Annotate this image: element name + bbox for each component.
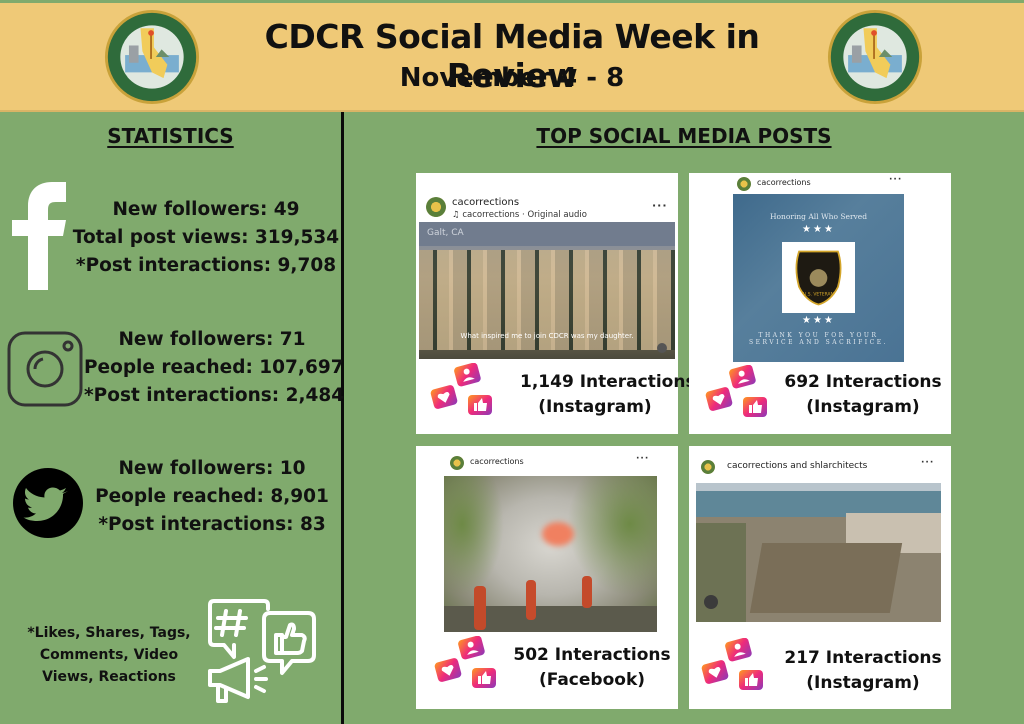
footnote-line: Comments, Video (39, 647, 179, 663)
post-card[interactable]: cacorrections and shlarchitects ··· 217 … (689, 446, 951, 709)
avatar (701, 460, 715, 474)
interaction-summary: 1,149 Interactions (Instagram) (520, 370, 696, 420)
video-caption: What inspired me to join CDCR was my dau… (460, 332, 634, 340)
instagram-new-followers: New followers: 71 (118, 329, 306, 350)
instagram-icon (7, 331, 83, 407)
post-username: cacorrections and shlarchitects (727, 461, 868, 471)
interaction-summary: 692 Interactions (Instagram) (783, 370, 943, 420)
post-username: cacorrections (452, 197, 520, 208)
more-options-icon[interactable]: ··· (921, 458, 935, 468)
twitter-stats: New followers: 10 People reached: 8,901 … (84, 455, 340, 539)
post-card[interactable]: cacorrections ··· Honoring All Who Serve… (689, 173, 951, 434)
tagged-user-icon[interactable] (704, 595, 718, 609)
post-image[interactable] (696, 483, 941, 622)
reactions-icon (430, 363, 492, 415)
interaction-count: 502 Interactions (513, 645, 671, 665)
instagram-people-reached: People reached: 107,697 (84, 357, 344, 378)
platform-label: (Instagram) (806, 673, 920, 693)
reactions-icon (701, 638, 763, 690)
more-options-icon[interactable]: ··· (889, 175, 903, 185)
footnote-line: Views, Reactions (42, 669, 176, 685)
avatar (450, 456, 464, 470)
svg-text:U.S. VETERAN: U.S. VETERAN (803, 292, 834, 298)
reactions-icon (705, 365, 767, 417)
image-heading: Honoring All Who Served (769, 212, 868, 221)
social-engagement-icon (208, 599, 316, 703)
header-banner: CDCR Social Media Week in Review Novembe… (0, 0, 1024, 112)
post-card[interactable]: cacorrections ··· 502 Interactions (Face… (416, 446, 678, 709)
post-image[interactable] (444, 476, 657, 632)
post-video-thumbnail[interactable]: Galt, CA What inspired me to join CDCR w… (419, 222, 675, 359)
interaction-count: 1,149 Interactions (520, 372, 696, 392)
platform-label: (Instagram) (538, 397, 652, 417)
interaction-count: 692 Interactions (784, 372, 942, 392)
more-options-icon[interactable]: ··· (636, 454, 650, 464)
facebook-new-followers: New followers: 49 (112, 199, 300, 220)
footnote-line: *Likes, Shares, Tags, (27, 625, 191, 641)
location-tag: Galt, CA (427, 228, 464, 238)
instagram-post-interactions: *Post interactions: 2,484 (84, 385, 345, 406)
facebook-post-views: Total post views: 319,534 (72, 227, 340, 248)
post-username-block: cacorrections ♫ cacorrections · Original… (452, 197, 587, 221)
platform-label: (Facebook) (538, 670, 646, 690)
interaction-summary: 502 Interactions (Facebook) (512, 643, 672, 693)
stars-decoration: ★★★ (802, 315, 835, 326)
top-posts-heading: TOP SOCIAL MEDIA POSTS (536, 124, 832, 148)
cdcr-seal-icon (827, 9, 923, 105)
stars-decoration: ★★★ (802, 224, 835, 235)
facebook-icon (12, 182, 66, 290)
avatar (426, 197, 446, 217)
avatar (737, 177, 751, 191)
more-options-icon[interactable]: ··· (652, 199, 668, 212)
post-audio-line: ♫ cacorrections · Original audio (452, 210, 587, 220)
cdcr-seal-icon (104, 9, 200, 105)
post-header: cacorrections (450, 456, 524, 470)
post-header: cacorrections and shlarchitects (701, 460, 867, 474)
post-header: cacorrections ♫ cacorrections · Original… (426, 197, 587, 221)
mute-icon[interactable] (657, 343, 667, 353)
veteran-badge-frame: U.S. VETERAN (782, 242, 855, 313)
interactions-footnote: *Likes, Shares, Tags, Comments, Video Vi… (14, 622, 204, 688)
reactions-icon (434, 636, 496, 688)
facebook-post-interactions: *Post interactions: 9,708 (75, 255, 337, 276)
interaction-count: 217 Interactions (784, 648, 942, 668)
twitter-new-followers: New followers: 10 (118, 458, 306, 479)
twitter-people-reached: People reached: 8,901 (95, 486, 329, 507)
instagram-stats: New followers: 71 People reached: 107,69… (84, 326, 345, 410)
twitter-icon (13, 468, 83, 538)
facebook-stats: New followers: 49 Total post views: 319,… (72, 196, 340, 280)
image-footer-text: THANK YOU FOR YOUR SERVICE AND SACRIFICE… (748, 332, 888, 346)
platform-label: (Instagram) (806, 397, 920, 417)
date-range: November 4 - 8 (399, 63, 625, 93)
twitter-post-interactions: *Post interactions: 83 (98, 514, 326, 535)
post-username: cacorrections (470, 457, 524, 466)
page-title: CDCR Social Media Week in Review (264, 17, 760, 95)
veteran-badge-icon: U.S. VETERAN (795, 250, 842, 306)
interaction-summary: 217 Interactions (Instagram) (783, 646, 943, 696)
post-header: cacorrections (737, 177, 811, 191)
post-image[interactable]: Honoring All Who Served ★★★ U.S. VETERAN… (733, 194, 904, 362)
column-divider (341, 112, 344, 724)
post-card[interactable]: cacorrections ♫ cacorrections · Original… (416, 173, 696, 434)
statistics-heading: STATISTICS (107, 124, 234, 148)
post-username: cacorrections (757, 178, 811, 187)
